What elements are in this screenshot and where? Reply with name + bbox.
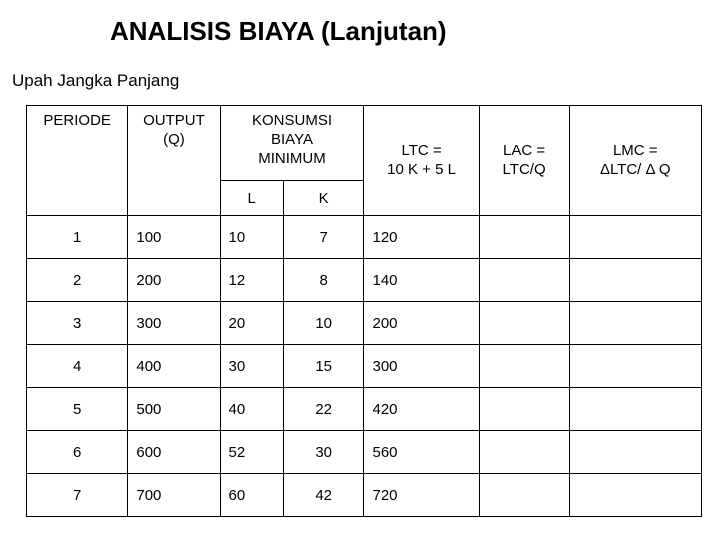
cell-lac	[479, 474, 569, 517]
cell-ltc: 120	[364, 216, 479, 259]
cell-output: 200	[128, 259, 220, 302]
cell-k: 42	[283, 474, 364, 517]
col-header-konsumsi-l3: MINIMUM	[258, 150, 326, 167]
col-header-lac-l1: LAC =	[503, 142, 545, 159]
col-header-lac: LAC = LTC/Q	[479, 106, 569, 216]
cell-k: 15	[283, 345, 364, 388]
cell-lac	[479, 345, 569, 388]
cell-output: 700	[128, 474, 220, 517]
table-row: 2 200 12 8 140	[27, 259, 702, 302]
cell-l: 52	[220, 431, 283, 474]
page-subtitle: Upah Jangka Panjang	[12, 71, 700, 91]
cell-periode: 5	[27, 388, 128, 431]
table-row: 1 100 10 7 120	[27, 216, 702, 259]
cell-ltc: 720	[364, 474, 479, 517]
col-header-ltc-l1: LTC =	[401, 142, 441, 159]
col-header-lmc: LMC = ΔLTC/ Δ Q	[569, 106, 702, 216]
col-header-konsumsi-l1: KONSUMSI	[252, 112, 332, 129]
cell-periode: 1	[27, 216, 128, 259]
cell-lac	[479, 259, 569, 302]
cell-lmc	[569, 345, 702, 388]
cell-ltc: 200	[364, 302, 479, 345]
cell-ltc: 300	[364, 345, 479, 388]
cell-lac	[479, 302, 569, 345]
col-header-ltc: LTC = 10 K + 5 L	[364, 106, 479, 216]
cell-lmc	[569, 388, 702, 431]
cell-ltc: 140	[364, 259, 479, 302]
cell-ltc: 560	[364, 431, 479, 474]
cell-k: 10	[283, 302, 364, 345]
cell-ltc: 420	[364, 388, 479, 431]
cell-lac	[479, 216, 569, 259]
table-row: 3 300 20 10 200	[27, 302, 702, 345]
cell-lmc	[569, 474, 702, 517]
table-row: 6 600 52 30 560	[27, 431, 702, 474]
table-row: 7 700 60 42 720	[27, 474, 702, 517]
cell-periode: 4	[27, 345, 128, 388]
cell-lmc	[569, 431, 702, 474]
cell-output: 100	[128, 216, 220, 259]
cell-k: 8	[283, 259, 364, 302]
cell-output: 300	[128, 302, 220, 345]
page-title: ANALISIS BIAYA (Lanjutan)	[110, 16, 700, 47]
col-header-output: OUTPUT (Q)	[128, 106, 220, 216]
cell-l: 20	[220, 302, 283, 345]
cell-l: 30	[220, 345, 283, 388]
cell-lac	[479, 388, 569, 431]
cell-lmc	[569, 302, 702, 345]
cell-lmc	[569, 216, 702, 259]
cost-analysis-table: PERIODE OUTPUT (Q) KONSUMSI BIAYA MINIMU…	[26, 105, 702, 517]
col-header-konsumsi: KONSUMSI BIAYA MINIMUM	[220, 106, 364, 181]
cell-l: 40	[220, 388, 283, 431]
cell-periode: 3	[27, 302, 128, 345]
cell-l: 12	[220, 259, 283, 302]
col-header-lac-l2: LTC/Q	[503, 161, 546, 178]
cell-k: 30	[283, 431, 364, 474]
cell-periode: 6	[27, 431, 128, 474]
cell-l: 10	[220, 216, 283, 259]
col-header-ltc-l2: 10 K + 5 L	[387, 161, 456, 178]
cell-output: 500	[128, 388, 220, 431]
cell-lac	[479, 431, 569, 474]
col-header-periode: PERIODE	[27, 106, 128, 216]
col-header-konsumsi-l2: BIAYA	[271, 131, 313, 148]
col-header-lmc-l2: ΔLTC/ Δ Q	[600, 161, 671, 178]
cell-output: 400	[128, 345, 220, 388]
col-header-l: L	[220, 181, 283, 216]
cell-periode: 2	[27, 259, 128, 302]
cell-l: 60	[220, 474, 283, 517]
col-header-lmc-l1: LMC =	[613, 142, 658, 159]
cell-k: 7	[283, 216, 364, 259]
col-header-output-l2: (Q)	[163, 131, 185, 148]
cell-k: 22	[283, 388, 364, 431]
col-header-k: K	[283, 181, 364, 216]
col-header-output-l1: OUTPUT	[143, 112, 205, 129]
cell-periode: 7	[27, 474, 128, 517]
cell-lmc	[569, 259, 702, 302]
cell-output: 600	[128, 431, 220, 474]
table-row: 4 400 30 15 300	[27, 345, 702, 388]
table-row: 5 500 40 22 420	[27, 388, 702, 431]
